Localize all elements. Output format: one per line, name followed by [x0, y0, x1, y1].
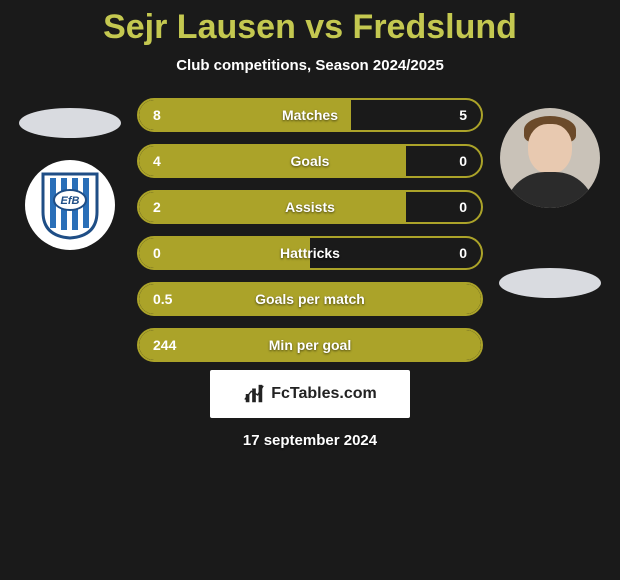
avatar-body	[505, 172, 595, 208]
stat-left-value: 0	[139, 245, 189, 261]
left-player-ellipse	[19, 108, 121, 138]
stat-bar: 8 Matches 5	[137, 98, 483, 132]
right-player-ellipse	[499, 268, 601, 298]
brand-badge[interactable]: FcTables.com	[210, 370, 410, 418]
right-player-col	[497, 98, 603, 298]
comparison-area: EfB 8Matches54Goals02Assists00Hattricks0…	[0, 98, 620, 362]
stat-label: Goals	[291, 153, 330, 169]
club-shield-icon: EfB	[39, 170, 101, 240]
stat-label: Assists	[285, 199, 335, 215]
stat-right-value: 5	[459, 107, 467, 123]
page-title: Sejr Lausen vs Fredslund	[103, 8, 517, 47]
brand-text: FcTables.com	[271, 385, 377, 403]
stat-bars: 8 Matches 5 4 Goals 0 2 Assists 0 0 Hattricks 0 0.5 G…	[137, 98, 483, 362]
stat-bar: 0 Hattricks 0	[137, 236, 483, 270]
stat-bar: 2 Assists 0	[137, 190, 483, 224]
stat-bar: 4 Goals 0	[137, 144, 483, 178]
stat-right-value: 0	[459, 153, 467, 169]
stat-left-value: 8	[139, 107, 189, 123]
stat-left-value: 0.5	[139, 291, 189, 307]
stat-right-value: 0	[459, 245, 467, 261]
left-club-logo: EfB	[25, 160, 115, 250]
stat-label: Goals per match	[255, 291, 365, 307]
stat-right-value: 0	[459, 199, 467, 215]
stat-left-value: 2	[139, 199, 189, 215]
subtitle: Club competitions, Season 2024/2025	[176, 57, 444, 74]
avatar-head	[528, 124, 572, 174]
svg-text:EfB: EfB	[61, 195, 80, 207]
right-player-avatar	[500, 108, 600, 208]
stat-label: Min per goal	[269, 337, 351, 353]
stat-bar: 244 Min per goal	[137, 328, 483, 362]
stat-left-value: 4	[139, 153, 189, 169]
date-text: 17 september 2024	[243, 432, 377, 449]
chart-icon	[243, 383, 265, 405]
stat-label: Matches	[282, 107, 338, 123]
stat-left-value: 244	[139, 337, 189, 353]
left-player-col: EfB	[17, 98, 123, 250]
stat-bar: 0.5 Goals per match	[137, 282, 483, 316]
infographic-root: Sejr Lausen vs Fredslund Club competitio…	[0, 0, 620, 580]
stat-label: Hattricks	[280, 245, 340, 261]
